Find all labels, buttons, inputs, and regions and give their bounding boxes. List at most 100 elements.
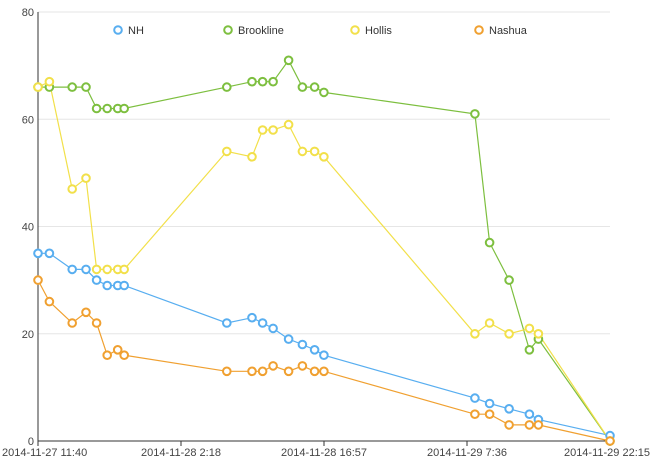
data-point-brookline [524,345,535,355]
data-point-nh [247,312,257,323]
y-tick-label: 20 [22,329,34,341]
y-tick-label: 60 [22,114,34,126]
legend-label: Nashua [489,25,528,37]
data-point-hollis [91,264,102,275]
x-tick-label: 2014-11-27 11:40 [2,447,87,459]
data-point-brookline [309,82,320,92]
axes: 0 20 40 60 80 2014-11-27 11:40 2014-11-28 2:18… [2,7,650,459]
legend[interactable]: NH Brookline Hollis Nashua [113,25,528,37]
data-point-hollis [283,119,294,130]
data-point-nh [297,339,308,350]
data-point-hollis [33,82,43,92]
series-line-brookline [38,59,611,442]
data-point-nh [504,404,514,414]
series-line-nashua [37,279,611,442]
series-line-hollis [37,80,611,442]
data-point-nh [222,318,232,328]
data-point-nh [319,350,329,361]
data-point-nashua [67,318,77,328]
data-point-nashua [91,318,102,328]
legend-item-nh[interactable]: NH [113,25,144,37]
data-point-hollis [524,323,535,334]
data-point-hollis [102,264,112,275]
legend-marker [223,25,233,35]
data-point-brookline [484,237,495,248]
data-point-nh [309,345,320,355]
data-point-hollis [222,146,232,157]
data-point-nashua [257,366,268,377]
data-point-hollis [67,184,77,194]
grid [38,11,610,335]
x-tick-label: 2014-11-28 2:18 [141,447,221,459]
data-point-brookline [504,275,514,285]
data-point-brookline [67,82,77,92]
x-tick-label: 2014-11-29 7:36 [427,447,507,459]
data-point-nashua [484,409,495,420]
legend-item-brookline[interactable]: Brookline [223,25,284,37]
legend-label: NH [128,25,144,37]
data-point-nh [67,264,77,275]
series-markers [33,55,615,446]
data-point-hollis [247,152,257,162]
data-point-brookline [81,82,91,92]
data-point-nashua [81,307,91,318]
data-point-nashua [102,350,112,361]
data-point-nh [102,280,112,291]
data-point-nashua [247,366,257,377]
data-point-nashua [605,436,615,446]
data-point-nashua [470,409,480,420]
data-point-nashua [268,361,278,371]
data-point-brookline [297,82,308,92]
data-point-nh [257,318,268,328]
y-tick-label: 80 [22,7,34,19]
data-point-nh [283,334,294,344]
data-point-nh [81,264,91,275]
data-point-hollis [319,152,329,162]
data-point-brookline [257,76,268,87]
data-point-brookline [470,109,480,119]
legend-marker [350,25,360,35]
data-point-nashua [222,366,232,377]
data-point-nh [33,248,43,259]
x-tick-label: 2014-11-29 22:15 [564,447,650,459]
series-lines [37,59,611,442]
data-point-nashua [524,420,535,430]
data-point-nh [268,323,278,334]
y-tick-label: 40 [22,222,34,234]
data-point-nashua [309,366,320,377]
data-point-brookline [119,103,129,114]
data-point-nh [119,280,129,291]
series-line-nh [38,252,611,437]
data-point-hollis [44,76,55,87]
legend-marker [113,25,123,35]
legend-item-hollis[interactable]: Hollis [350,25,392,37]
legend-label: Hollis [365,25,392,37]
data-point-nh [484,398,495,409]
data-point-brookline [247,76,257,87]
data-point-nashua [119,350,129,361]
data-point-hollis [81,173,91,183]
data-point-brookline [319,87,329,98]
data-point-nashua [533,420,544,430]
data-point-nh [91,275,102,285]
data-point-hollis [309,146,320,157]
legend-label: Brookline [238,25,284,37]
data-point-hollis [484,318,495,328]
data-point-nashua [33,275,43,285]
data-point-nashua [112,345,123,355]
data-point-hollis [268,125,278,135]
data-point-nh [44,248,55,259]
data-point-hollis [504,329,514,339]
x-tick-label: 2014-11-28 16:57 [281,447,367,459]
legend-item-nashua[interactable]: Nashua [474,25,528,37]
data-point-nashua [44,296,55,307]
legend-marker [474,25,484,35]
data-point-brookline [222,82,232,92]
data-point-nashua [283,366,294,377]
y-tick-label: 0 [28,436,34,448]
data-point-hollis [297,146,308,157]
data-point-nh [470,393,480,403]
data-point-nh [524,409,535,420]
data-point-brookline [283,55,294,66]
